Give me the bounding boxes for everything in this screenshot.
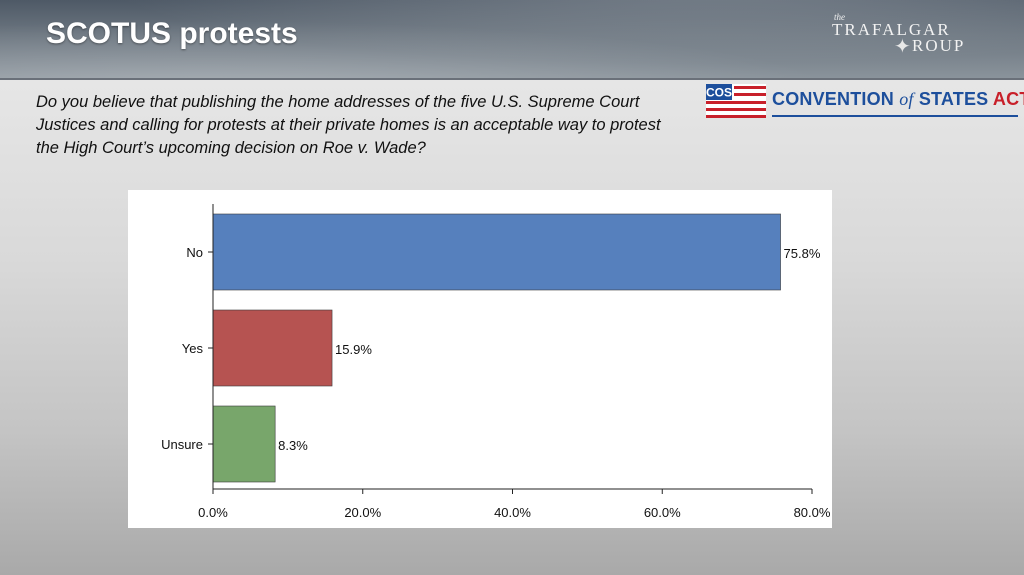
cos-underline — [772, 115, 1018, 117]
x-tick-label: 80.0% — [794, 505, 831, 520]
trafalgar-logo-line1: TRAFALGAR — [832, 20, 951, 39]
bar-unsure — [212, 405, 276, 483]
x-tick-label: 0.0% — [198, 505, 228, 520]
page-title: SCOTUS protests — [46, 17, 298, 50]
trafalgar-group-logo: the TRAFALGAR ✦ ROUP — [826, 8, 986, 64]
bar-no — [212, 213, 781, 291]
category-label-no: No — [186, 245, 203, 260]
bar-yes — [212, 309, 333, 387]
category-label-unsure: Unsure — [161, 437, 203, 452]
bar-chart: No 75.8% Yes 15.9% Unsure 8.3% 0.0% 20.0% 40.0% 6… — [161, 204, 831, 520]
trafalgar-logo-the: the — [834, 12, 845, 22]
cos-name-text: CONVENTION of STATES ACTION — [772, 89, 1024, 109]
survey-question: Do you believe that publishing the home … — [36, 93, 661, 157]
trafalgar-logo-line2: ROUP — [912, 36, 966, 55]
cos-flag-icon: COS — [706, 84, 766, 118]
chart-panel: No 75.8% Yes 15.9% Unsure 8.3% 0.0% 20.0% 40.0% 6… — [128, 190, 832, 528]
x-tick-label: 20.0% — [344, 505, 381, 520]
x-tick-label: 40.0% — [494, 505, 531, 520]
category-label-yes: Yes — [182, 341, 204, 356]
cos-badge-text: COS — [706, 86, 732, 100]
header-banner: SCOTUS protests the TRAFALGAR ✦ ROUP — [0, 0, 1024, 80]
x-tick-label: 60.0% — [644, 505, 681, 520]
value-label-no: 75.8% — [784, 246, 821, 261]
value-label-unsure: 8.3% — [278, 438, 308, 453]
value-label-yes: 15.9% — [335, 342, 372, 357]
cos-action-logo: COS CONVENTION of STATES ACTION — [706, 84, 1024, 120]
compass-star-icon: ✦ — [894, 36, 911, 58]
